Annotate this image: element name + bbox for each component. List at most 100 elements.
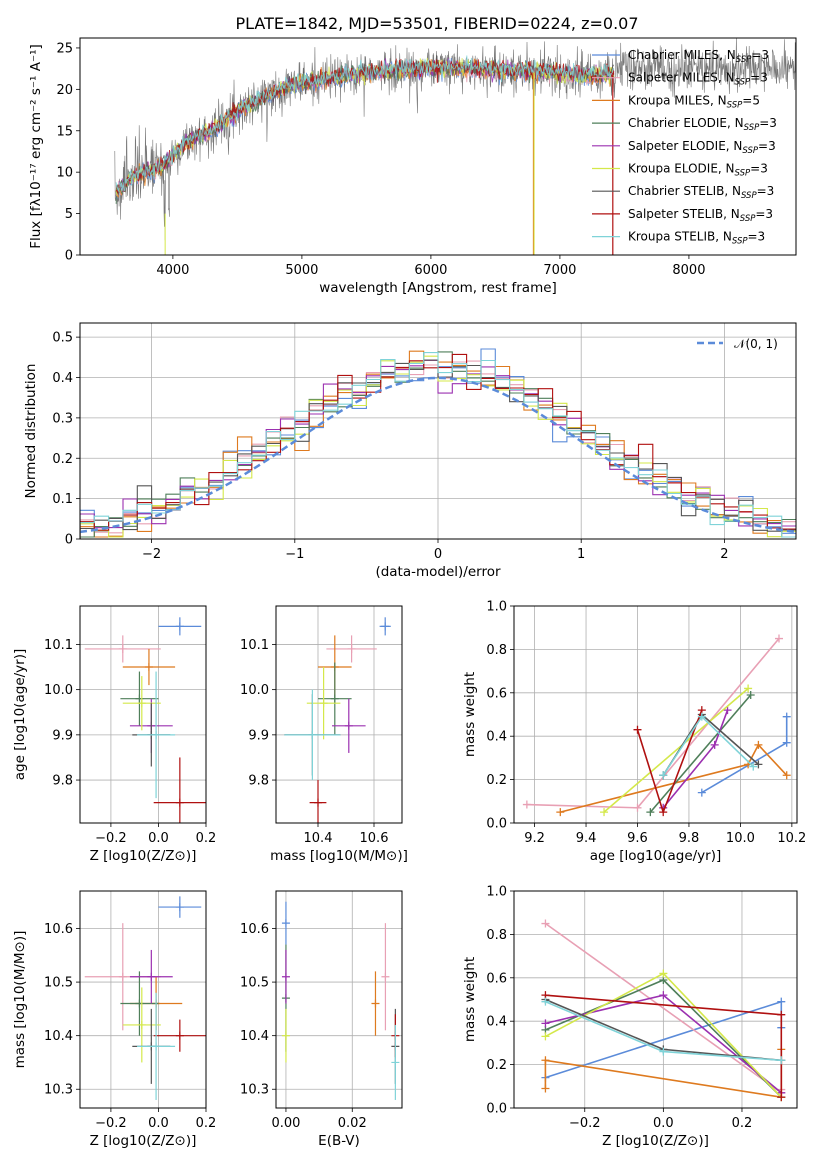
series-marker <box>774 634 783 643</box>
legend-label: Kroupa ELODIE, N <box>628 162 735 176</box>
x-tick-label: 9.2 <box>524 831 545 846</box>
y-tick-label: 9.9 <box>52 728 73 743</box>
y-tick-label: 0.2 <box>486 1058 507 1073</box>
y-tick-label: 10.1 <box>240 638 269 653</box>
legend-label: Kroupa STELIB, N <box>628 230 732 244</box>
legend-suffix: =3 <box>757 184 775 198</box>
point-marker-1 <box>118 644 127 653</box>
series-marker <box>522 800 531 809</box>
y-tick-label: 25 <box>56 41 73 56</box>
x-tick-label: 0.2 <box>196 831 217 846</box>
y-tick-label: 10.6 <box>240 922 269 937</box>
point-marker-7 <box>175 1031 184 1040</box>
y-tick-label: 9.8 <box>52 774 73 789</box>
series-marker <box>782 712 791 721</box>
legend-label: Salpeter STELIB, N <box>628 207 740 221</box>
normal-curve <box>80 376 796 534</box>
legend-sub: SSP <box>742 146 758 156</box>
y-tick-label: 10 <box>56 166 73 181</box>
y-tick-label: 10.3 <box>240 1083 269 1098</box>
axes-frame <box>79 37 797 256</box>
series-marker <box>723 706 732 715</box>
series-marker <box>646 808 655 817</box>
x-tick-label: 1 <box>577 547 585 562</box>
x-tick-label: 10.0 <box>726 831 755 846</box>
series-marker <box>541 997 550 1006</box>
point-marker-3 <box>330 694 339 703</box>
panel-mass-weight-vs-age: 9.2 9.4 9.6 9.8 10.0 10.2 0.0 0.2 0.4 0.6 0.8 1.0 ag… <box>462 600 806 865</box>
legend-entry: Chabrier STELIB, NSSP=3 <box>628 184 774 201</box>
y-axis-label: mass [log10(M/M⊙)] <box>12 931 28 1069</box>
y-axis-label: age [log10(age/yr)] <box>12 649 28 781</box>
x-tick-label: 0.0 <box>148 1116 169 1131</box>
plot-area <box>114 38 796 255</box>
legend-entry: Salpeter STELIB, NSSP=3 <box>628 207 773 224</box>
y-tick-label: 9.9 <box>248 728 269 743</box>
y-tick-label: 0 <box>65 249 73 264</box>
model-spectrum-8 <box>115 55 615 192</box>
point-marker-8 <box>391 1058 400 1067</box>
y-tick-label: 0.5 <box>52 331 73 346</box>
x-tick-label: 7000 <box>543 263 576 278</box>
panel-spectrum: 4000 5000 6000 7000 8000 0 5 10 15 20 25 wavelength… <box>28 37 797 296</box>
x-tick-label: 10.2 <box>777 831 806 846</box>
plot-area <box>84 617 206 823</box>
x-axis-label: E(B-V) <box>318 1133 360 1149</box>
legend-sub: SSP <box>735 78 751 88</box>
x-tick-label: 4000 <box>156 263 189 278</box>
y-tick-label: 0.4 <box>486 730 507 745</box>
y-tick-label: 10.6 <box>44 922 73 937</box>
x-axis-label: mass [log10(M/M⊙)] <box>270 848 408 864</box>
x-tick-label: 0.2 <box>732 1116 753 1131</box>
x-tick-label: −0.2 <box>95 1116 127 1131</box>
plot-area <box>80 348 796 539</box>
x-tick-label: 6000 <box>414 263 447 278</box>
legend-label: Chabrier STELIB, N <box>628 184 741 198</box>
y-tick-label: 1.0 <box>486 600 507 615</box>
legend-sub: SSP <box>727 100 743 110</box>
point-marker-0 <box>281 919 290 928</box>
legend-entry: Chabrier MILES, NSSP=3 <box>628 48 769 65</box>
y-tick-label: 0.4 <box>52 371 73 386</box>
point-marker-8 <box>152 1042 161 1051</box>
y-tick-label: 10.4 <box>44 1029 73 1044</box>
x-tick-label: 0.02 <box>338 1116 367 1131</box>
legend-sub: SSP <box>740 214 756 224</box>
plot-area <box>281 901 400 1100</box>
y-tick-label: 10.0 <box>44 683 73 698</box>
y-axis-label: Flux [fλ10⁻¹⁷ erg cm⁻² s⁻¹ A⁻¹] <box>28 44 44 249</box>
point-marker-4 <box>344 721 353 730</box>
series-marker <box>697 788 706 797</box>
panels: 4000 5000 6000 7000 80000510152025wavelength… <box>12 37 806 1149</box>
legend-suffix: =3 <box>758 139 776 153</box>
y-tick-label: 0.3 <box>52 411 73 426</box>
point-marker-8 <box>308 730 317 739</box>
y-tick-label: 20 <box>56 83 73 98</box>
x-tick-label: 9.8 <box>679 831 700 846</box>
y-tick-label: 0.0 <box>486 1102 507 1117</box>
series-marker <box>541 1084 550 1093</box>
series-marker <box>556 808 565 817</box>
legend-label: Chabrier MILES, N <box>628 48 736 62</box>
point-marker-4 <box>281 972 290 981</box>
legend-entry: Kroupa ELODIE, NSSP=3 <box>628 162 768 179</box>
x-tick-label: 9.6 <box>627 831 648 846</box>
legend-suffix: =3 <box>748 230 766 244</box>
series-marker <box>744 684 753 693</box>
y-tick-label: 1.0 <box>486 885 507 900</box>
legend-entry: Salpeter MILES, NSSP=3 <box>628 71 768 88</box>
model-spectrum-6 <box>115 55 615 195</box>
x-axis-label: (data-model)/error <box>375 564 501 580</box>
y-tick-label: 9.8 <box>248 774 269 789</box>
y-axis-label: mass weight <box>462 672 478 757</box>
legend-label: Salpeter ELODIE, N <box>628 139 742 153</box>
x-tick-label: 0.0 <box>148 831 169 846</box>
plot-area <box>541 919 786 1102</box>
histogram-8 <box>80 352 796 539</box>
x-axis-label: age [log10(age/yr)] <box>590 848 722 864</box>
series-marker <box>659 1047 668 1056</box>
point-marker-0 <box>175 622 184 631</box>
point-marker-0 <box>175 903 184 912</box>
